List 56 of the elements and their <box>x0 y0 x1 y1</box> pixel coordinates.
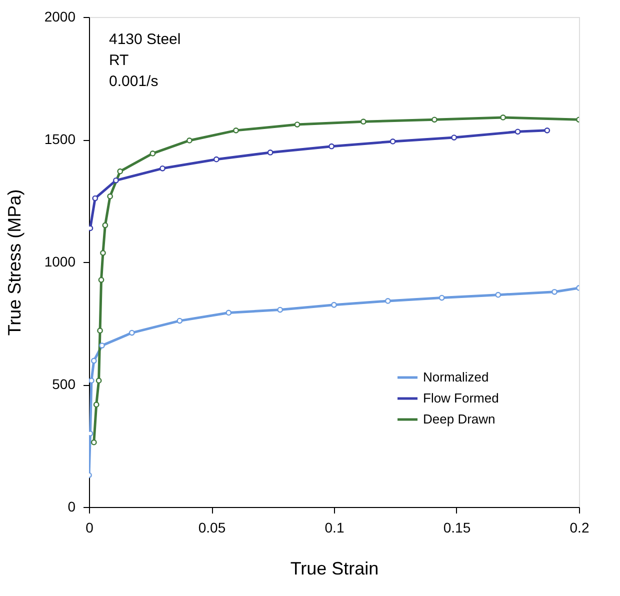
point <box>160 165 166 172</box>
point <box>267 150 274 156</box>
point <box>360 118 366 125</box>
point <box>97 328 103 334</box>
point <box>438 294 445 301</box>
point <box>213 156 220 162</box>
x-tick-label: 0.15 <box>443 520 471 536</box>
point <box>226 310 232 316</box>
point <box>113 177 119 184</box>
point <box>233 127 239 134</box>
point <box>89 378 94 384</box>
point <box>277 306 284 313</box>
point <box>390 138 396 144</box>
legend-label: Flow Formed <box>423 390 499 406</box>
point <box>451 134 457 140</box>
annotation: 0.001/s <box>109 73 158 90</box>
annotation: 4130 Steel <box>109 31 181 48</box>
annotation: RT <box>109 52 129 69</box>
point <box>117 168 124 174</box>
point <box>128 330 135 336</box>
x-tick-label: 0.1 <box>324 520 344 536</box>
point <box>176 318 183 324</box>
point <box>93 402 100 408</box>
x-axis-title: True Strain <box>290 558 379 578</box>
point <box>331 302 337 308</box>
point <box>544 127 550 134</box>
point <box>98 276 104 283</box>
point <box>150 150 156 156</box>
point <box>294 122 300 128</box>
point <box>100 250 106 256</box>
y-axis-title: True Stress (MPa) <box>4 189 24 336</box>
point <box>92 195 98 202</box>
point <box>552 288 558 295</box>
point <box>432 116 438 123</box>
point <box>102 222 108 228</box>
point <box>186 138 192 144</box>
point <box>96 378 102 384</box>
y-tick-label: 2000 <box>44 8 76 24</box>
x-tick-label: 0.05 <box>198 520 226 536</box>
y-tick-label: 1000 <box>44 254 76 270</box>
point <box>328 143 334 150</box>
x-tick-label: 0.2 <box>570 520 590 536</box>
point <box>90 439 97 446</box>
point <box>495 292 502 298</box>
y-tick-label: 500 <box>52 376 76 392</box>
point <box>384 298 391 304</box>
point <box>514 128 521 135</box>
x-tick-label: 0 <box>86 520 94 536</box>
point <box>90 358 97 364</box>
legend-label: Deep Drawn <box>423 412 496 426</box>
legend-label: Normalized <box>423 370 489 384</box>
y-tick-label: 0 <box>68 498 76 514</box>
point <box>99 342 105 348</box>
y-tick-label: 1500 <box>44 131 76 147</box>
point <box>107 193 114 200</box>
point <box>500 114 506 120</box>
